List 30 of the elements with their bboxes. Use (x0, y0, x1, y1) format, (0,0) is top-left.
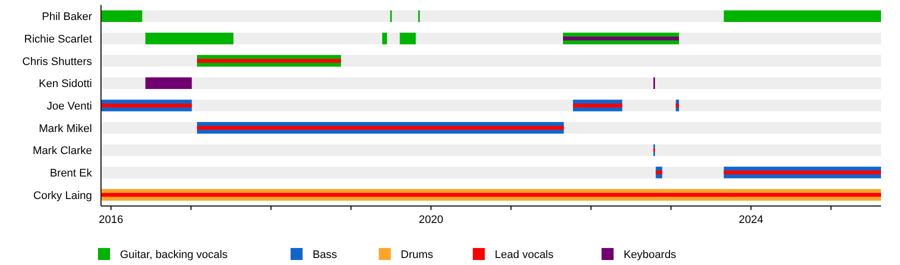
x-tick-label: 2020 (418, 214, 444, 226)
bar (724, 170, 881, 174)
y-tick-label: Mark Clarke (32, 145, 92, 158)
bar (724, 10, 881, 22)
x-tick-label: 2016 (98, 214, 124, 226)
bar (573, 104, 622, 108)
legend-label: Guitar, backing vocals (120, 249, 228, 261)
y-tick-label: Phil Baker (42, 11, 92, 24)
y-tick-label: Ken Sidotti (38, 78, 92, 90)
bar (676, 104, 679, 108)
bar (197, 58, 341, 63)
legend-label: Drums (400, 249, 434, 261)
bar (101, 104, 192, 108)
legend-label: Bass (312, 249, 338, 261)
y-tick-label: Joe Venti (46, 100, 92, 112)
legend-label: Lead vocals (494, 249, 554, 261)
bar (145, 32, 234, 44)
y-tick-label: Chris Shutters (22, 56, 92, 68)
bar (382, 32, 387, 44)
y-tick-label: Corky Laing (33, 190, 92, 202)
y-tick-label: Richie Scarlet (24, 34, 92, 46)
bar (101, 10, 142, 22)
bar (101, 192, 881, 197)
y-tick-label: Mark Mikel (38, 122, 92, 135)
bar (400, 32, 416, 44)
y-tick-label: Brent Ek (50, 168, 92, 180)
legend-label: Keyboards (624, 249, 677, 261)
bar (197, 126, 564, 130)
x-tick-label: 2024 (738, 214, 764, 226)
bar (656, 170, 662, 174)
